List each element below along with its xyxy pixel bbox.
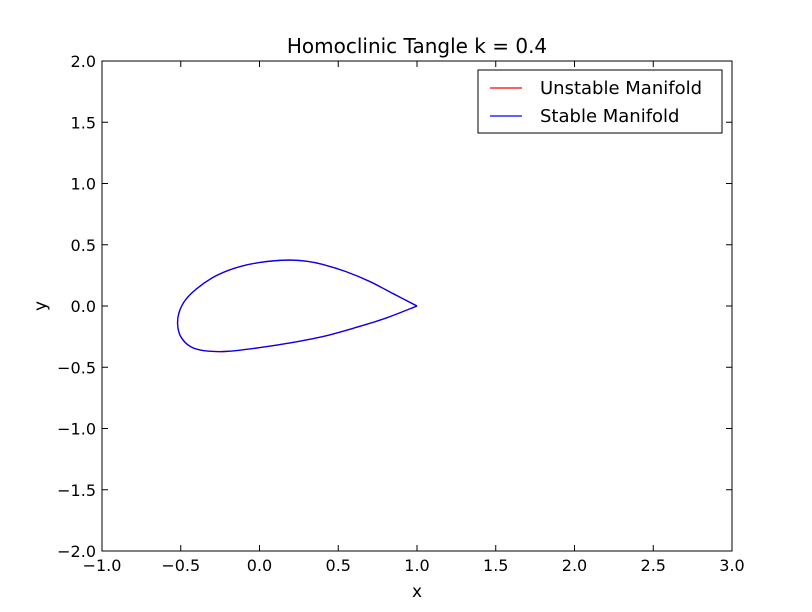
x-tick-label: 2.5 <box>641 556 666 575</box>
legend-label-unstable: Unstable Manifold <box>540 78 702 99</box>
y-tick-label: −1.0 <box>57 420 96 439</box>
y-axis-label: y <box>31 301 51 311</box>
x-tick-label: 3.0 <box>719 556 744 575</box>
y-tick-label: −2.0 <box>57 542 96 561</box>
legend: Unstable Manifold Stable Manifold <box>477 69 723 134</box>
x-tick-label: −0.5 <box>161 556 200 575</box>
x-tick-label: 0.5 <box>326 556 351 575</box>
series-line-stable-manifold <box>176 259 418 353</box>
legend-label-stable: Stable Manifold <box>540 106 679 127</box>
y-tick-label: −0.5 <box>57 358 96 377</box>
x-axis: −1.0 −0.5 0.0 0.5 1.0 1.5 2.0 2.5 3.0 <box>83 61 745 575</box>
y-tick-label: −1.5 <box>57 481 96 500</box>
x-tick-label: 0.0 <box>247 556 272 575</box>
x-axis-label: x <box>412 582 422 602</box>
x-tick-label: −1.0 <box>83 556 122 575</box>
y-tick-label: 1.0 <box>71 175 96 194</box>
chart-title: Homoclinic Tangle k = 0.4 <box>287 34 547 58</box>
x-tick-label: 1.5 <box>483 556 508 575</box>
y-tick-label: 1.5 <box>71 113 96 132</box>
legend-frame <box>477 69 723 134</box>
y-tick-label: 0.5 <box>71 236 96 255</box>
y-tick-label: 2.0 <box>71 52 96 71</box>
y-tick-label: 0.0 <box>71 297 96 316</box>
y-axis: 2.0 1.5 1.0 0.5 0.0 −0.5 −1.0 −1.5 −2.0 <box>57 52 732 561</box>
x-tick-label: 2.0 <box>562 556 587 575</box>
series-layer <box>176 259 418 353</box>
x-tick-label: 1.0 <box>404 556 429 575</box>
